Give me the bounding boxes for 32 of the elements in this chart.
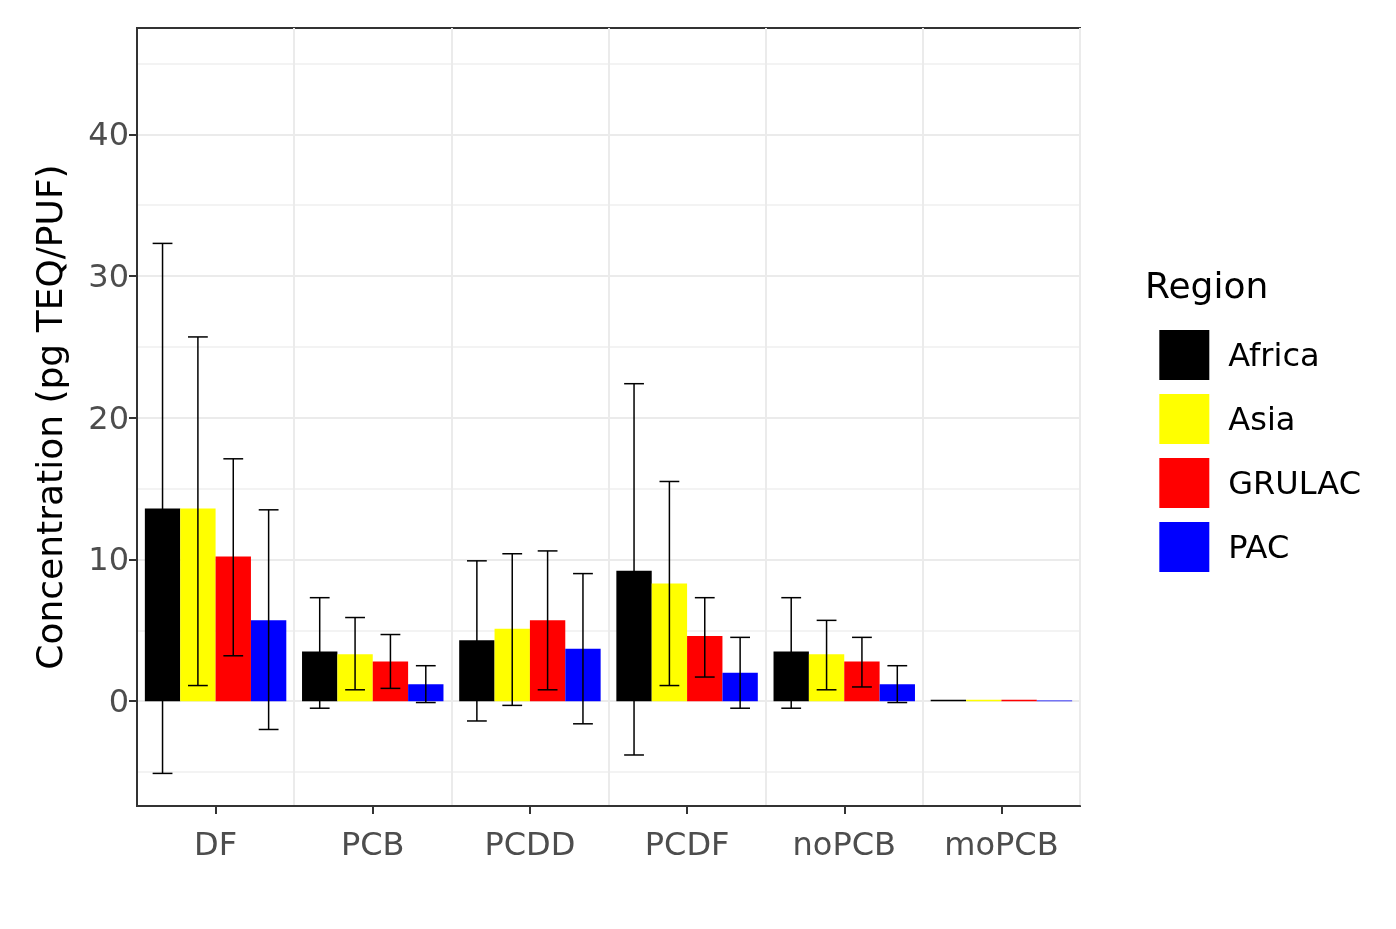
legend-label: PAC [1228,528,1290,566]
bar [844,661,880,702]
bar [651,583,688,702]
bar [565,648,601,702]
x-tick-label: PCB [340,825,405,863]
bar [687,635,723,702]
legend-label: Asia [1228,400,1296,438]
bar [722,672,758,702]
x-tick-label: moPCB [944,825,1059,863]
legend-label: Africa [1228,336,1320,374]
bar [337,654,373,702]
y-tick-label: 40 [88,115,129,154]
bar [215,556,251,702]
y-tick-label: 10 [88,540,129,579]
y-tick-label: 0 [108,682,129,721]
bar [879,684,915,702]
bar [408,684,444,702]
bar [529,620,566,702]
bar [494,628,530,702]
legend-label: GRULAC [1228,464,1361,502]
y-tick-label: 30 [88,257,129,295]
x-tick-label: PCDF [644,825,730,863]
y-axis-title: Concentration (pg TEQ/PUF) [28,164,70,670]
bar [808,654,845,702]
bar [372,661,409,702]
x-tick-label: PCDD [484,825,576,863]
bar [180,508,216,702]
bar [250,620,287,702]
legend-title: Region [1145,264,1269,306]
x-tick-label: DF [194,825,238,863]
y-tick-label: 20 [88,398,129,437]
x-tick-label: noPCB [792,825,896,863]
